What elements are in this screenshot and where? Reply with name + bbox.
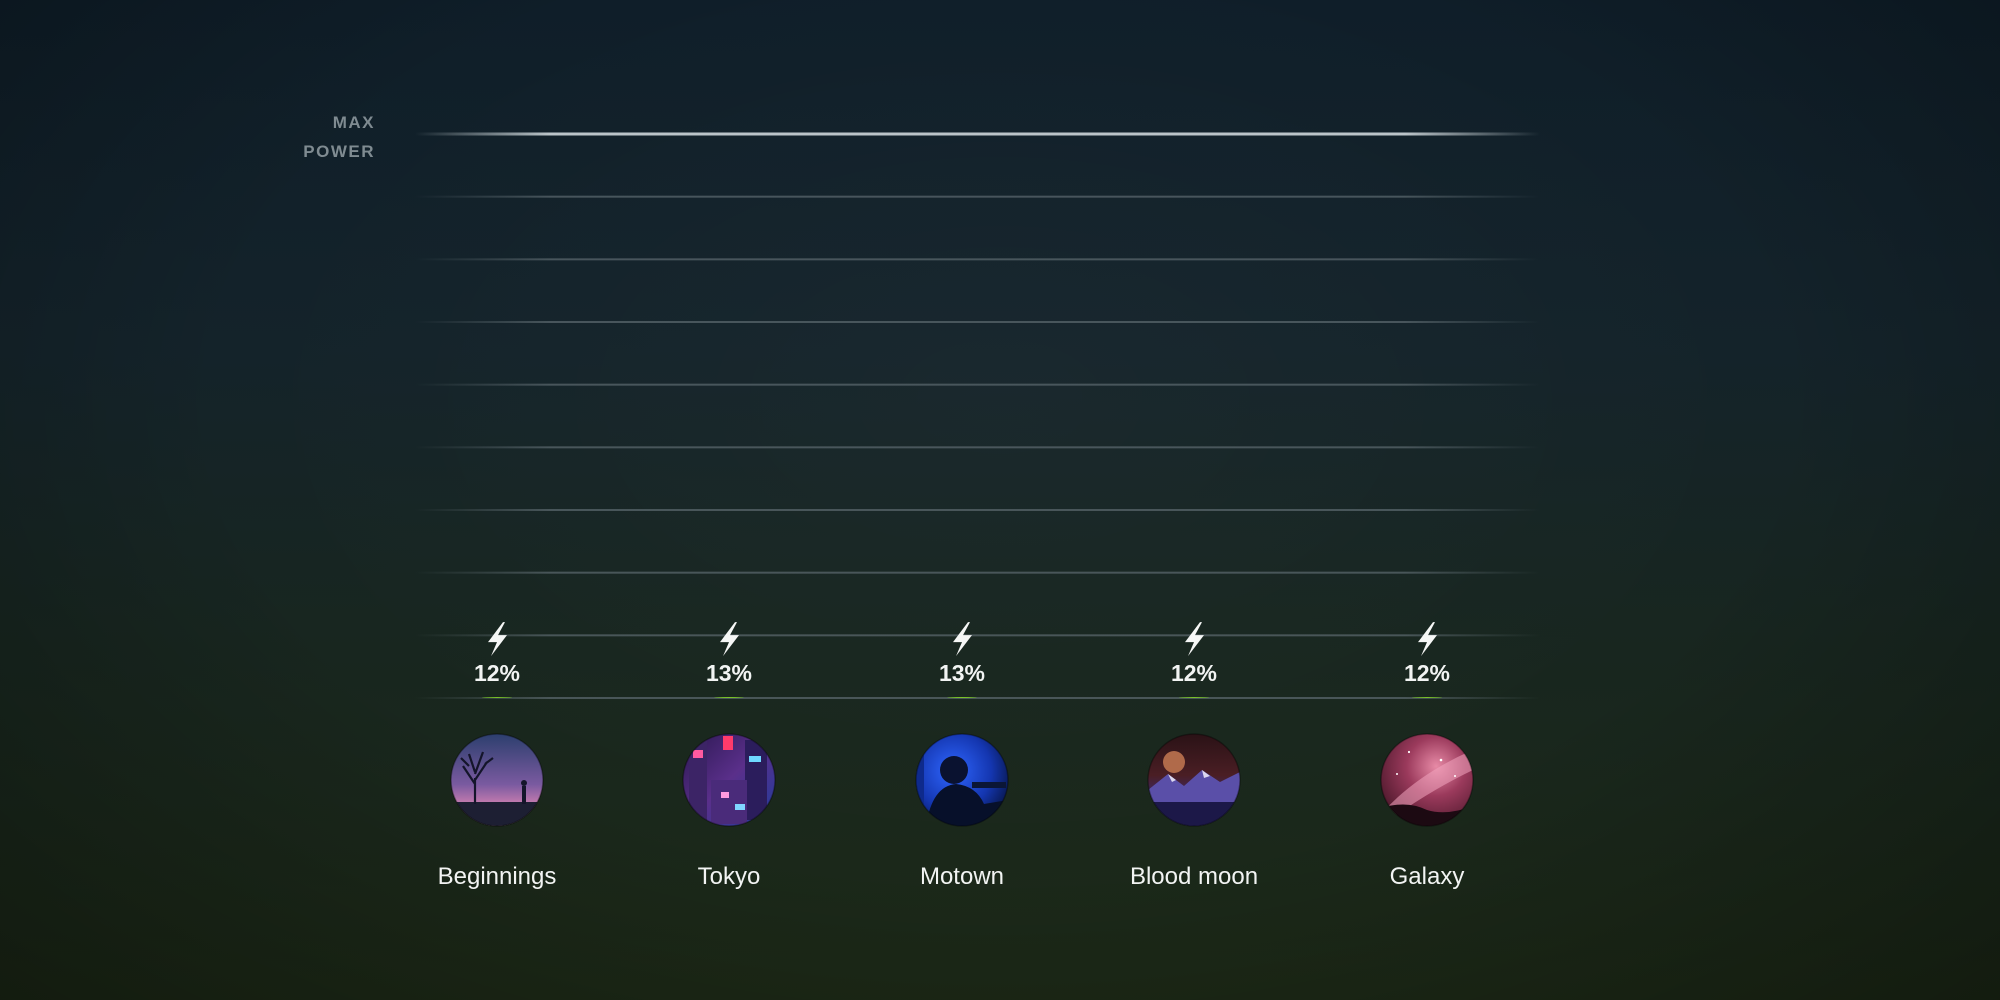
max-power-line (415, 132, 1540, 136)
value-label: 13% (706, 660, 752, 686)
category-label: Galaxy (1390, 863, 1465, 890)
lightning-bolt-icon (1185, 622, 1204, 657)
grid-line (415, 195, 1540, 198)
value-label: 13% (939, 660, 985, 686)
grid-line (415, 383, 1540, 386)
grid-line (415, 509, 1540, 511)
grid-line (415, 571, 1540, 574)
grid-line (415, 697, 1540, 699)
bar (1412, 697, 1442, 698)
y-axis-label-line1: MAX (332, 113, 375, 132)
bar (1179, 697, 1209, 698)
bar (714, 697, 744, 698)
category-label: Tokyo (698, 863, 761, 890)
column-blood-moon: 12% Blood moon (1130, 622, 1258, 890)
neon-city-street-image (682, 733, 776, 827)
lightning-bolt-icon (953, 622, 972, 657)
category-label: Blood moon (1130, 863, 1258, 890)
bar (947, 697, 977, 698)
value-label: 12% (1171, 660, 1217, 686)
red-moon-mountains-image (1147, 733, 1241, 827)
lightning-bolt-icon (720, 622, 739, 657)
column-galaxy: 12% Galaxy (1380, 622, 1474, 890)
value-label: 12% (1404, 660, 1450, 686)
grid-line (415, 634, 1540, 637)
twilight-silhouette-image (450, 733, 544, 827)
blue-stage-musician-image (915, 733, 1009, 827)
y-axis-label: MAX POWER (250, 108, 375, 166)
lightning-bolt-icon (1418, 622, 1437, 657)
grid-lines (415, 132, 1540, 699)
grid-line (415, 258, 1540, 261)
column-tokyo: 13% Tokyo (682, 622, 776, 890)
milky-way-sky-image (1380, 733, 1474, 827)
bar (482, 697, 512, 698)
category-label: Beginnings (438, 863, 557, 890)
chart-columns: 12% Beginnings 13% Tokyo 13% Motown 12% Blood m… (438, 622, 1474, 890)
category-label: Motown (920, 863, 1004, 890)
column-motown: 13% Motown (915, 622, 1009, 890)
value-label: 12% (474, 660, 520, 686)
column-beginnings: 12% Beginnings (438, 622, 557, 890)
grid-line (415, 321, 1540, 323)
y-axis-label-line2: POWER (303, 142, 375, 161)
grid-line (415, 446, 1540, 449)
lightning-bolt-icon (488, 622, 507, 657)
